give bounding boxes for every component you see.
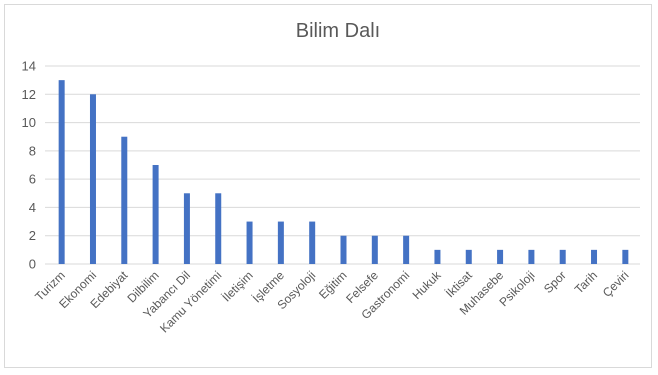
- x-tick-label: Psikoloji: [496, 268, 537, 309]
- bar: [528, 249, 535, 264]
- y-tick-label: 12: [22, 87, 36, 102]
- x-tick-label: Tarih: [572, 268, 600, 296]
- bar: [277, 221, 284, 264]
- y-tick-label: 6: [29, 172, 36, 187]
- y-axis-ticks: 0 2 4 6 8 10 12 14: [22, 59, 36, 272]
- bar: [497, 249, 504, 264]
- bar: [340, 235, 347, 264]
- chart-frame: [4, 4, 652, 368]
- bar: [434, 249, 441, 264]
- bar: [89, 94, 96, 265]
- x-tick-label: Spor: [541, 268, 569, 296]
- gridlines: [45, 65, 640, 265]
- bar: [591, 249, 598, 264]
- bar: [622, 249, 629, 264]
- y-tick-label: 2: [29, 228, 36, 243]
- bar: [465, 249, 472, 264]
- x-tick-label: Hukuk: [410, 268, 445, 303]
- y-tick-label: 4: [29, 200, 36, 215]
- y-tick-label: 10: [22, 115, 36, 130]
- y-tick-label: 8: [29, 143, 36, 158]
- bar: [152, 165, 159, 264]
- chart-title: Bilim Dalı: [296, 20, 380, 42]
- bar: [246, 221, 253, 264]
- x-tick-label: Çeviri: [600, 268, 632, 300]
- bar: [403, 235, 410, 264]
- y-tick-label: 14: [22, 59, 36, 74]
- bar: [215, 193, 222, 264]
- y-tick-label: 0: [29, 257, 36, 272]
- bar: [183, 193, 190, 264]
- bar: [58, 80, 65, 265]
- x-tick-label: İletişim: [219, 268, 255, 304]
- bar: [121, 136, 128, 264]
- bar: [559, 249, 566, 264]
- bars: [58, 80, 629, 265]
- bar: [371, 235, 378, 264]
- bar: [309, 221, 316, 264]
